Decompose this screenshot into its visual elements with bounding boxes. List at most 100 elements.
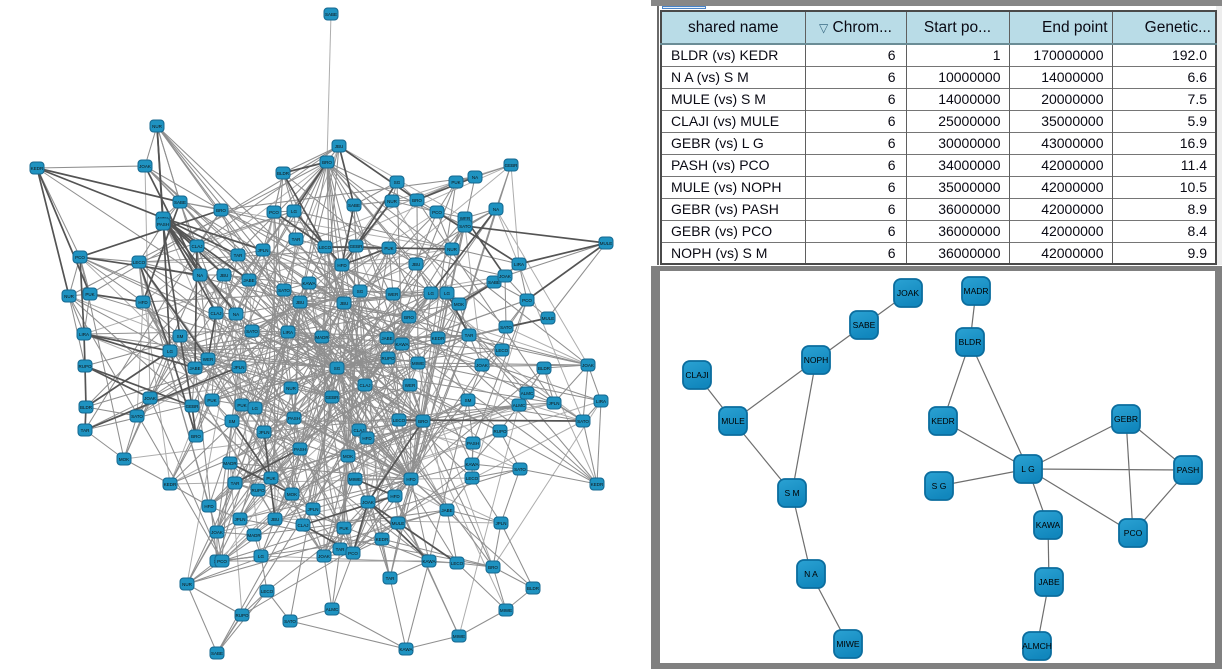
svg-text:MADR: MADR [247,533,261,538]
svg-text:TAR: TAR [81,428,90,433]
svg-text:SG: SG [334,366,341,371]
svg-text:MIWE: MIWE [836,639,859,649]
svg-text:JOAK: JOAK [211,530,223,535]
svg-text:PASH: PASH [288,416,300,421]
svg-text:JBU: JBU [271,517,280,522]
svg-text:CLAJ: CLAJ [297,523,308,528]
svg-text:MULE: MULE [600,241,613,246]
svg-text:BRO: BRO [404,315,414,320]
svg-text:MULE: MULE [392,521,405,526]
svg-text:CLAJI: CLAJI [685,370,708,380]
svg-text:JABE: JABE [189,366,200,371]
svg-text:JABE: JABE [1038,577,1060,587]
svg-text:PCO: PCO [75,255,85,260]
svg-text:PUK: PUK [339,526,348,531]
svg-text:LIRA: LIRA [596,399,606,404]
svg-text:HFD: HFD [337,263,347,268]
svg-text:HFD: HFD [204,504,214,509]
svg-text:KAWA: KAWA [400,647,413,652]
svg-text:MADR: MADR [315,335,329,340]
svg-text:SATO: SATO [459,224,471,229]
svg-text:LECO: LECO [466,476,479,481]
svg-text:SABE: SABE [211,651,223,656]
svg-text:RUPO: RUPO [381,356,395,361]
svg-text:MADR: MADR [223,461,237,466]
svg-text:JPLN: JPLN [233,365,244,370]
svg-text:LG: LG [258,554,265,559]
svg-text:BRO: BRO [488,565,498,570]
svg-text:NA: NA [472,175,478,180]
svg-text:SABE: SABE [488,280,500,285]
svg-text:TAR: TAR [336,547,345,552]
svg-text:MULE: MULE [721,416,745,426]
svg-text:RUPO: RUPO [493,429,507,434]
svg-text:PUK: PUK [266,476,275,481]
svg-text:ALMC: ALMC [326,607,339,612]
svg-text:S G: S G [932,481,947,491]
svg-text:SG: SG [394,180,401,185]
svg-text:KEDR: KEDR [591,482,604,487]
svg-text:PASH: PASH [294,447,306,452]
svg-text:JBU: JBU [412,262,421,267]
svg-text:PASH: PASH [1177,465,1200,475]
svg-text:PCO: PCO [1124,528,1143,538]
svg-text:KEDR: KEDR [432,336,445,341]
svg-text:PUK: PUK [384,246,393,251]
svg-text:LECO: LECO [496,348,509,353]
svg-text:LG: LG [252,406,259,411]
svg-text:JABE: JABE [243,278,254,283]
svg-text:JABE: JABE [381,336,392,341]
svg-text:GEBR: GEBR [350,244,364,249]
svg-text:JOAK: JOAK [362,500,374,505]
svg-text:KEDR: KEDR [376,537,389,542]
svg-text:SATO: SATO [500,325,512,330]
svg-text:MIWE: MIWE [349,477,361,482]
svg-text:GEBR: GEBR [505,163,519,168]
svg-text:PCO: PCO [522,298,532,303]
svg-text:BLDR: BLDR [277,171,290,176]
svg-text:NUR: NUR [387,199,397,204]
svg-text:SABE: SABE [348,203,360,208]
svg-text:KEDR: KEDR [164,482,177,487]
svg-text:JPLN: JPLN [548,401,559,406]
svg-text:KAWA: KAWA [303,281,316,286]
svg-text:NUR: NUR [182,582,192,587]
svg-text:LECO: LECO [393,418,406,423]
svg-text:KEDR: KEDR [931,416,955,426]
svg-text:BLDR: BLDR [527,586,540,591]
svg-text:MOK: MOK [343,454,353,459]
svg-text:SM: SM [465,398,472,403]
svg-text:SG: SG [357,289,364,294]
svg-text:BLDR: BLDR [538,366,551,371]
svg-text:BRO: BRO [322,160,332,165]
svg-text:ALMC: ALMC [513,403,526,408]
svg-text:NOPH: NOPH [804,355,829,365]
svg-text:SATO: SATO [278,288,290,293]
svg-text:PCO: PCO [269,210,279,215]
svg-text:PASH: PASH [157,222,169,227]
svg-text:BRO: BRO [216,208,226,213]
svg-text:GEBR: GEBR [1114,414,1138,424]
svg-text:GEBR: GEBR [326,395,340,400]
svg-text:JABE: JABE [441,508,452,513]
svg-text:NUR: NUR [286,386,296,391]
svg-text:CLAJ: CLAJ [353,428,364,433]
svg-text:JOAK: JOAK [476,363,488,368]
svg-text:NA: NA [493,207,499,212]
svg-text:LG: LG [291,209,298,214]
svg-text:JPLN: JPLN [495,521,506,526]
svg-text:HFD: HFD [138,300,148,305]
svg-text:LIRA: LIRA [514,262,524,267]
svg-text:SABE: SABE [174,200,186,205]
svg-text:PUK: PUK [85,292,94,297]
svg-text:MOK: MOK [454,302,464,307]
svg-text:SABE: SABE [853,320,876,330]
svg-text:WER: WER [203,357,214,362]
svg-text:SM: SM [177,334,184,339]
svg-text:PUK: PUK [451,180,460,185]
svg-text:TAR: TAR [234,253,243,258]
svg-text:PCO: PCO [432,210,442,215]
svg-text:JOAK: JOAK [139,164,151,169]
svg-text:N A: N A [804,569,818,579]
svg-text:RUPO: RUPO [251,488,265,493]
